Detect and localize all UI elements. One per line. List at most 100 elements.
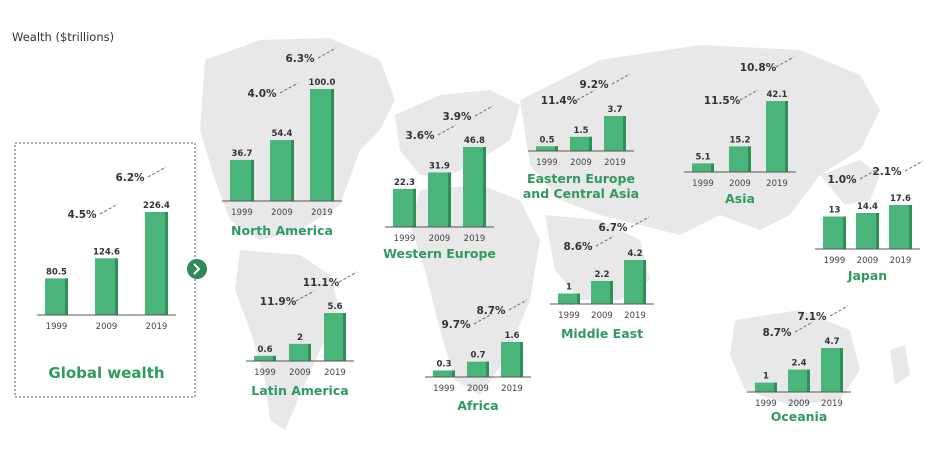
oceania-growth-label: 8.7% bbox=[762, 327, 792, 339]
north-america-value-label: 36.7 bbox=[232, 149, 253, 159]
asia-bar-shade bbox=[785, 101, 788, 172]
japan-value-label: 14.4 bbox=[857, 202, 878, 212]
eastern-europe-and-central-asia-bar bbox=[604, 116, 626, 151]
north-america-bar-shade bbox=[291, 140, 294, 201]
eastern-europe-and-central-asia-year-label: 2019 bbox=[604, 158, 626, 168]
global-wealth-growth-label: 4.5% bbox=[67, 209, 97, 221]
asia-growth-arrow bbox=[739, 89, 759, 101]
global-wealth-value-label: 124.6 bbox=[93, 247, 120, 257]
eastern-europe-and-central-asia-title: Eastern Europe bbox=[527, 171, 635, 186]
global-wealth-bar-shade bbox=[65, 278, 68, 315]
eastern-europe-and-central-asia-year-label: 1999 bbox=[536, 158, 558, 168]
western-europe-title: Western Europe bbox=[383, 246, 496, 261]
western-europe-growth-arrow bbox=[474, 105, 494, 117]
north-america-year-label: 2009 bbox=[271, 208, 293, 218]
japan-year-label: 2009 bbox=[857, 256, 879, 266]
asia-growth-arrow bbox=[775, 56, 795, 68]
africa-value-label: 1.6 bbox=[504, 331, 519, 341]
latin-america-bar bbox=[254, 355, 276, 361]
asia-growth-label: 10.8% bbox=[740, 62, 777, 74]
north-america-bar bbox=[270, 140, 294, 201]
latin-america-value-label: 5.6 bbox=[327, 302, 342, 312]
eastern-europe-and-central-asia-value-label: 1.5 bbox=[573, 126, 588, 136]
middle-east-bar bbox=[591, 280, 613, 304]
middle-east-year-label: 2009 bbox=[591, 311, 613, 321]
japan-bar bbox=[823, 216, 846, 249]
global-wealth-bar-shade bbox=[165, 212, 168, 315]
oceania-bar-shade bbox=[774, 382, 777, 392]
asia-bar bbox=[692, 163, 714, 172]
middle-east-title: Middle East bbox=[561, 326, 643, 341]
oceania-title: Oceania bbox=[771, 409, 828, 424]
eastern-europe-and-central-asia-growth-label: 11.4% bbox=[541, 95, 578, 107]
western-europe-bar-shade bbox=[413, 188, 416, 227]
middle-east-growth-arrow bbox=[595, 235, 615, 247]
western-europe-value-label: 46.8 bbox=[464, 136, 485, 146]
japan-bar bbox=[856, 213, 879, 249]
middle-east-value-label: 4.2 bbox=[627, 249, 642, 259]
africa-growth-arrow bbox=[508, 299, 528, 311]
africa-value-label: 0.3 bbox=[436, 359, 451, 369]
global-wealth-frame bbox=[14, 142, 196, 398]
asia-year-label: 1999 bbox=[692, 179, 714, 189]
oceania-bar bbox=[821, 348, 843, 392]
oceania-year-label: 2019 bbox=[821, 399, 843, 409]
africa-year-label: 2009 bbox=[467, 384, 489, 394]
oceania-value-label: 2.4 bbox=[791, 359, 806, 369]
global-wealth-bar-shade bbox=[115, 258, 118, 315]
africa-bar-shade bbox=[452, 370, 455, 377]
eastern-europe-and-central-asia-title: and Central Asia bbox=[523, 186, 639, 201]
north-america-growth-arrow bbox=[317, 47, 337, 59]
eastern-europe-and-central-asia-bar bbox=[536, 146, 558, 151]
japan-year-label: 2019 bbox=[890, 256, 912, 266]
western-europe-value-label: 31.9 bbox=[429, 161, 450, 171]
middle-east-value-label: 1 bbox=[566, 283, 572, 293]
asia-year-label: 2009 bbox=[729, 179, 751, 189]
eastern-europe-and-central-asia-growth-arrow bbox=[611, 73, 631, 85]
africa-title: Africa bbox=[457, 398, 498, 413]
latin-america-growth-arrow bbox=[295, 290, 315, 302]
north-america-bar-shade bbox=[251, 159, 254, 201]
asia-bar bbox=[729, 146, 751, 172]
global-wealth-value-label: 80.5 bbox=[46, 267, 67, 277]
africa-bar bbox=[467, 361, 489, 377]
next-button[interactable] bbox=[187, 259, 207, 279]
japan-bar-shade bbox=[843, 216, 846, 249]
eastern-europe-and-central-asia-value-label: 0.5 bbox=[539, 135, 554, 145]
western-europe-bar bbox=[393, 188, 416, 227]
global-wealth-growth-arrow bbox=[147, 166, 167, 178]
africa-bar bbox=[501, 342, 523, 377]
western-europe-growth-arrow bbox=[437, 124, 457, 136]
oceania-growth-arrow bbox=[794, 321, 814, 333]
north-america-year-label: 2019 bbox=[311, 208, 333, 218]
latin-america-growth-arrow bbox=[338, 271, 358, 283]
western-europe-bar-shade bbox=[483, 147, 486, 227]
middle-east-bar bbox=[624, 260, 646, 304]
global-wealth-year-label: 2009 bbox=[96, 322, 118, 332]
eastern-europe-and-central-asia-bar-shade bbox=[555, 146, 558, 151]
western-europe-year-label: 1999 bbox=[394, 234, 416, 244]
japan-growth-arrow bbox=[904, 160, 924, 172]
global-wealth-value-label: 226.4 bbox=[143, 201, 170, 211]
global-wealth-growth-arrow bbox=[99, 203, 119, 215]
western-europe-bar bbox=[463, 147, 486, 227]
oceania-year-label: 2009 bbox=[788, 399, 810, 409]
japan-bar bbox=[889, 205, 912, 249]
chevron-right-icon bbox=[193, 263, 201, 275]
north-america-bar-shade bbox=[331, 89, 334, 201]
north-america-bar bbox=[310, 89, 334, 201]
global-wealth-year-label: 1999 bbox=[46, 322, 68, 332]
asia-value-label: 15.2 bbox=[730, 135, 751, 145]
oceania-value-label: 1 bbox=[763, 372, 769, 382]
western-europe-value-label: 22.3 bbox=[394, 178, 415, 188]
middle-east-bar bbox=[558, 293, 580, 304]
middle-east-year-label: 2019 bbox=[624, 311, 646, 321]
eastern-europe-and-central-asia-year-label: 2009 bbox=[570, 158, 592, 168]
eastern-europe-and-central-asia-bar-shade bbox=[623, 116, 626, 151]
africa-growth-label: 8.7% bbox=[476, 305, 506, 317]
japan-title: Japan bbox=[847, 268, 887, 283]
eastern-europe-and-central-asia-growth-arrow bbox=[576, 89, 596, 101]
africa-year-label: 1999 bbox=[433, 384, 455, 394]
next-button-bg[interactable] bbox=[187, 259, 207, 279]
north-america-title: North America bbox=[231, 223, 333, 238]
